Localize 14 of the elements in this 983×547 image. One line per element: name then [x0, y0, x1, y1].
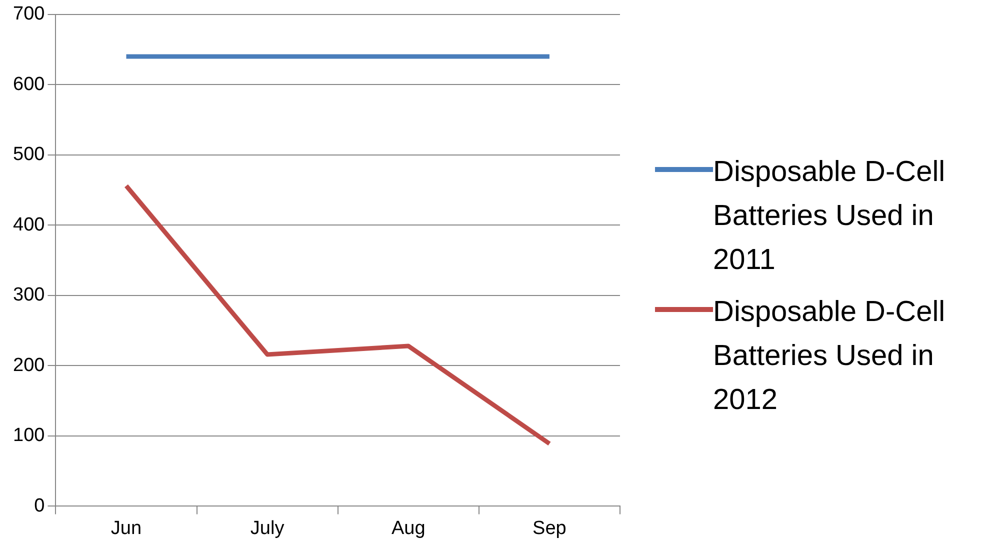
y-tick-label: 600	[13, 74, 45, 95]
y-tick-label: 400	[13, 214, 45, 236]
y-tick-label: 700	[13, 4, 45, 25]
x-tick-label: July	[250, 518, 285, 539]
y-tick-label: 500	[13, 144, 45, 166]
legend-label: Disposable D-Cell Batteries Used in 2012	[713, 295, 946, 418]
y-tick-label: 200	[13, 354, 45, 376]
x-tick-label: Aug	[391, 518, 426, 539]
y-tick-label: 300	[13, 284, 45, 306]
y-tick-label: 0	[34, 495, 45, 516]
x-tick-label: Sep	[532, 518, 566, 539]
x-tick-label: Jun	[110, 518, 142, 539]
legend-label: Disposable D-Cell Batteries Used in 2011	[713, 155, 946, 278]
y-tick-label: 100	[13, 425, 45, 446]
